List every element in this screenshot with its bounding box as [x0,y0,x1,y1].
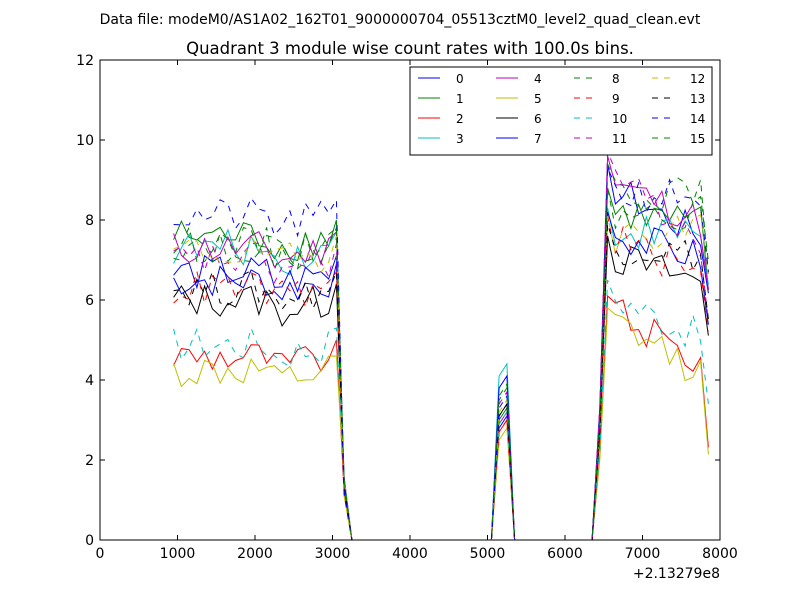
y-tick-label: 4 [85,373,94,389]
legend-label-6: 6 [534,112,542,126]
legend-label-10: 10 [612,112,627,126]
legend-label-8: 8 [612,72,620,86]
legend-label-2: 2 [456,112,464,126]
x-tick-label: 1000 [160,546,196,562]
legend-label-12: 12 [690,72,705,86]
x-tick-label: 5000 [470,546,506,562]
x-tick-label: 2000 [237,546,273,562]
y-tick-label: 2 [85,453,94,469]
y-tick-label: 6 [85,293,94,309]
legend-label-3: 3 [456,132,464,146]
legend-label-1: 1 [456,92,464,106]
legend-box [409,66,713,156]
series-line-7 [173,211,709,541]
legend-label-11: 11 [612,132,627,146]
x-tick-label: 3000 [315,546,351,562]
suptitle: Data file: modeM0/AS1A02_162T01_90000007… [100,12,701,28]
series-line-8 [173,163,709,541]
y-tick-label: 8 [85,213,94,229]
x-tick-label: 4000 [392,546,428,562]
axes-layer: 0 1000 2000 3000 4000 5000 6000 7000 80000246810… [76,53,738,562]
x-offset-label: +2.13279e8 [633,566,720,582]
legend-label-4: 4 [534,72,542,86]
series-line-14 [173,167,709,541]
series-line-2 [173,294,709,541]
series-line-12 [173,214,709,541]
series-line-11 [173,151,709,541]
legend-label-5: 5 [534,92,542,106]
chart-title: Quadrant 3 module wise count rates with … [186,39,634,58]
series-line-5 [173,306,709,541]
series-line-4 [173,155,709,541]
legend-label-0: 0 [456,72,464,86]
series-layer [173,151,709,541]
y-tick-label: 10 [76,133,94,149]
series-line-9 [173,215,709,541]
legend-label-7: 7 [534,132,542,146]
x-tick-label: 6000 [547,546,583,562]
series-line-13 [173,223,709,541]
y-tick-label: 0 [85,533,94,549]
legend-label-14: 14 [690,112,705,126]
legend-label-13: 13 [690,92,705,106]
x-tick-label: 0 [96,546,105,562]
series-line-6 [173,235,709,541]
x-tick-label: 7000 [625,546,661,562]
y-tick-label: 12 [76,53,94,69]
legend-label-9: 9 [612,92,620,106]
x-tick-label: 8000 [702,546,738,562]
legend-label-15: 15 [690,132,705,146]
